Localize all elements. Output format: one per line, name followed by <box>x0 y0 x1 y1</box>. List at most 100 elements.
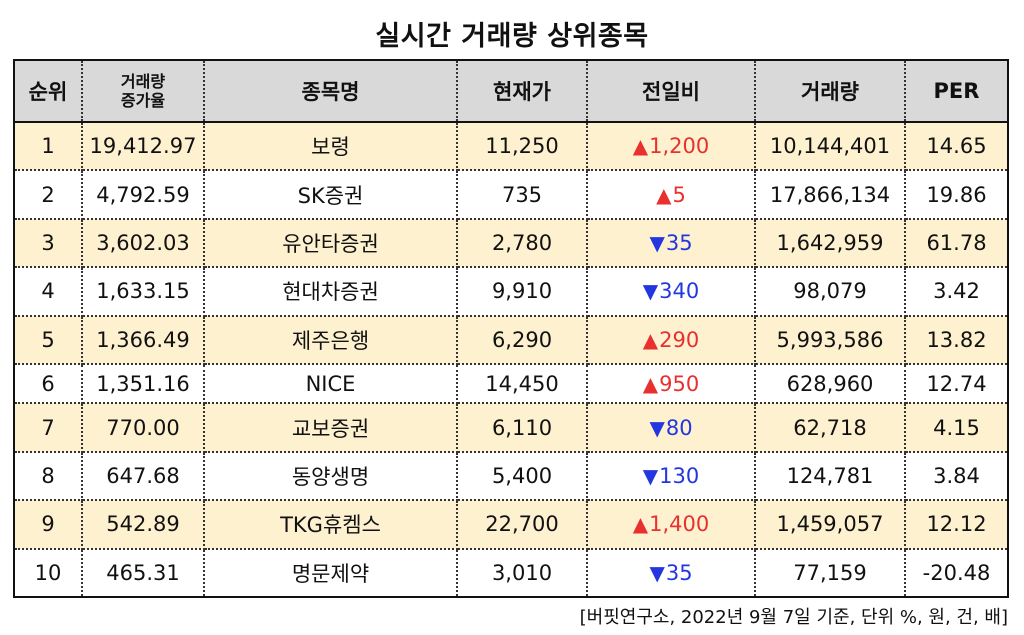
source-note: [버핏연구소, 2022년 9월 7일 기준, 단위 %, 원, 건, 배] <box>579 607 1008 628</box>
up-triangle-icon: ▲ <box>632 134 649 159</box>
down-triangle-icon: ▼ <box>649 560 665 585</box>
price-cell: 9,910 <box>456 267 588 317</box>
per-cell: 19.86 <box>904 170 1009 220</box>
table-row: 4 1,633.15 현대차증권 9,910 ▼340 98,079 3.42 <box>13 267 1009 317</box>
volume-cell: 10,144,401 <box>754 122 906 172</box>
page-title: 실시간 거래량 상위종목 <box>375 21 649 52</box>
change-cell: ▼80 <box>586 403 756 453</box>
table-row: 2 4,792.59 SK증권 735 ▲5 17,866,134 19.86 <box>13 170 1009 220</box>
up-triangle-icon: ▲ <box>642 327 659 352</box>
volume-increase-cell: 542.89 <box>81 500 205 550</box>
stock-name-cell: 교보증권 <box>203 403 458 453</box>
price-cell: 6,290 <box>456 315 588 366</box>
price-cell: 14,450 <box>456 364 588 405</box>
change-value: 130 <box>659 463 700 488</box>
change-cell: ▲950 <box>586 364 756 405</box>
down-triangle-icon: ▼ <box>649 231 665 256</box>
up-triangle-icon: ▲ <box>642 371 659 396</box>
price-cell: 735 <box>456 170 588 220</box>
volume-increase-cell: 465.31 <box>81 548 205 597</box>
table-row: 5 1,366.49 제주은행 6,290 ▲290 5,993,586 13.82 <box>13 315 1009 366</box>
table-row: 9 542.89 TKG휴켐스 22,700 ▲1,400 1,459,057 12.12 <box>13 500 1009 550</box>
per-cell: 4.15 <box>904 403 1009 453</box>
rank-cell: 5 <box>13 315 83 366</box>
price-cell: 3,010 <box>456 548 588 597</box>
table-row: 3 3,602.03 유안타증권 2,780 ▼35 1,642,959 61.78 <box>13 218 1009 269</box>
rank-cell: 9 <box>13 500 83 550</box>
stock-name-cell: TKG휴켐스 <box>203 500 458 550</box>
stock-name-cell: 보령 <box>203 122 458 172</box>
volume-increase-cell: 19,412.97 <box>81 122 205 172</box>
header-per: PER <box>904 60 1009 123</box>
price-cell: 6,110 <box>456 403 588 453</box>
header-price: 현재가 <box>456 60 588 123</box>
change-cell: ▼35 <box>586 548 756 597</box>
header-volume-increase-line2: 증가율 <box>120 91 166 110</box>
price-cell: 2,780 <box>456 218 588 269</box>
per-cell: 61.78 <box>904 218 1009 269</box>
rank-cell: 6 <box>13 364 83 405</box>
per-cell: 12.12 <box>904 500 1009 550</box>
change-cell: ▲5 <box>586 170 756 220</box>
change-cell: ▲1,400 <box>586 500 756 550</box>
change-value: 340 <box>659 279 700 304</box>
stock-name-cell: NICE <box>203 364 458 405</box>
volume-increase-cell: 1,351.16 <box>81 364 205 405</box>
rank-cell: 2 <box>13 170 83 220</box>
price-cell: 22,700 <box>456 500 588 550</box>
table-body: 1 19,412.97 보령 11,250 ▲1,200 10,144,401 14.65 2… <box>13 122 1009 597</box>
down-triangle-icon: ▼ <box>642 279 659 304</box>
header-volume-increase: 거래량 증가율 <box>81 60 205 123</box>
per-cell: 14.65 <box>904 122 1009 172</box>
table-row: 10 465.31 명문제약 3,010 ▼35 77,159 -20.48 <box>13 548 1009 597</box>
change-value: 290 <box>659 327 700 352</box>
change-cell: ▲1,200 <box>586 122 756 172</box>
table-row: 6 1,351.16 NICE 14,450 ▲950 628,960 12.74 <box>13 364 1009 405</box>
volume-cell: 124,781 <box>754 451 906 502</box>
volume-increase-cell: 647.68 <box>81 451 205 502</box>
header-row: 순위 거래량 증가율 종목명 현재가 전일비 거래량 PER <box>13 60 1009 123</box>
per-cell: 3.84 <box>904 451 1009 502</box>
volume-cell: 17,866,134 <box>754 170 906 220</box>
volume-cell: 1,459,057 <box>754 500 906 550</box>
volume-cell: 98,079 <box>754 267 906 317</box>
down-triangle-icon: ▼ <box>642 463 659 488</box>
header-rank: 순위 <box>13 60 83 123</box>
header-change: 전일비 <box>586 60 756 123</box>
table-row: 8 647.68 동양생명 5,400 ▼130 124,781 3.84 <box>13 451 1009 502</box>
per-cell: -20.48 <box>904 548 1009 597</box>
volume-increase-cell: 1,633.15 <box>81 267 205 317</box>
volume-cell: 62,718 <box>754 403 906 453</box>
stock-name-cell: 제주은행 <box>203 315 458 366</box>
rank-cell: 8 <box>13 451 83 502</box>
stock-name-cell: SK증권 <box>203 170 458 220</box>
header-volume: 거래량 <box>754 60 906 123</box>
rank-cell: 1 <box>13 122 83 172</box>
stock-name-cell: 현대차증권 <box>203 267 458 317</box>
stock-name-cell: 유안타증권 <box>203 218 458 269</box>
change-cell: ▲290 <box>586 315 756 366</box>
volume-cell: 5,993,586 <box>754 315 906 366</box>
per-cell: 13.82 <box>904 315 1009 366</box>
table-row: 7 770.00 교보증권 6,110 ▼80 62,718 4.15 <box>13 403 1009 453</box>
rank-cell: 10 <box>13 548 83 597</box>
volume-cell: 628,960 <box>754 364 906 405</box>
volume-increase-cell: 770.00 <box>81 403 205 453</box>
header-volume-increase-line1: 거래량 <box>120 72 166 91</box>
change-value: 35 <box>665 231 693 256</box>
volume-increase-cell: 1,366.49 <box>81 315 205 366</box>
header-name: 종목명 <box>203 60 458 123</box>
change-cell: ▼130 <box>586 451 756 502</box>
change-value: 5 <box>672 182 686 207</box>
volume-increase-cell: 3,602.03 <box>81 218 205 269</box>
price-cell: 5,400 <box>456 451 588 502</box>
table-row: 1 19,412.97 보령 11,250 ▲1,200 10,144,401 14.65 <box>13 122 1009 172</box>
stock-name-cell: 동양생명 <box>203 451 458 502</box>
change-value: 1,200 <box>649 134 710 159</box>
volume-cell: 1,642,959 <box>754 218 906 269</box>
stock-name-cell: 명문제약 <box>203 548 458 597</box>
volume-cell: 77,159 <box>754 548 906 597</box>
rank-cell: 7 <box>13 403 83 453</box>
rank-cell: 3 <box>13 218 83 269</box>
up-triangle-icon: ▲ <box>656 182 672 207</box>
